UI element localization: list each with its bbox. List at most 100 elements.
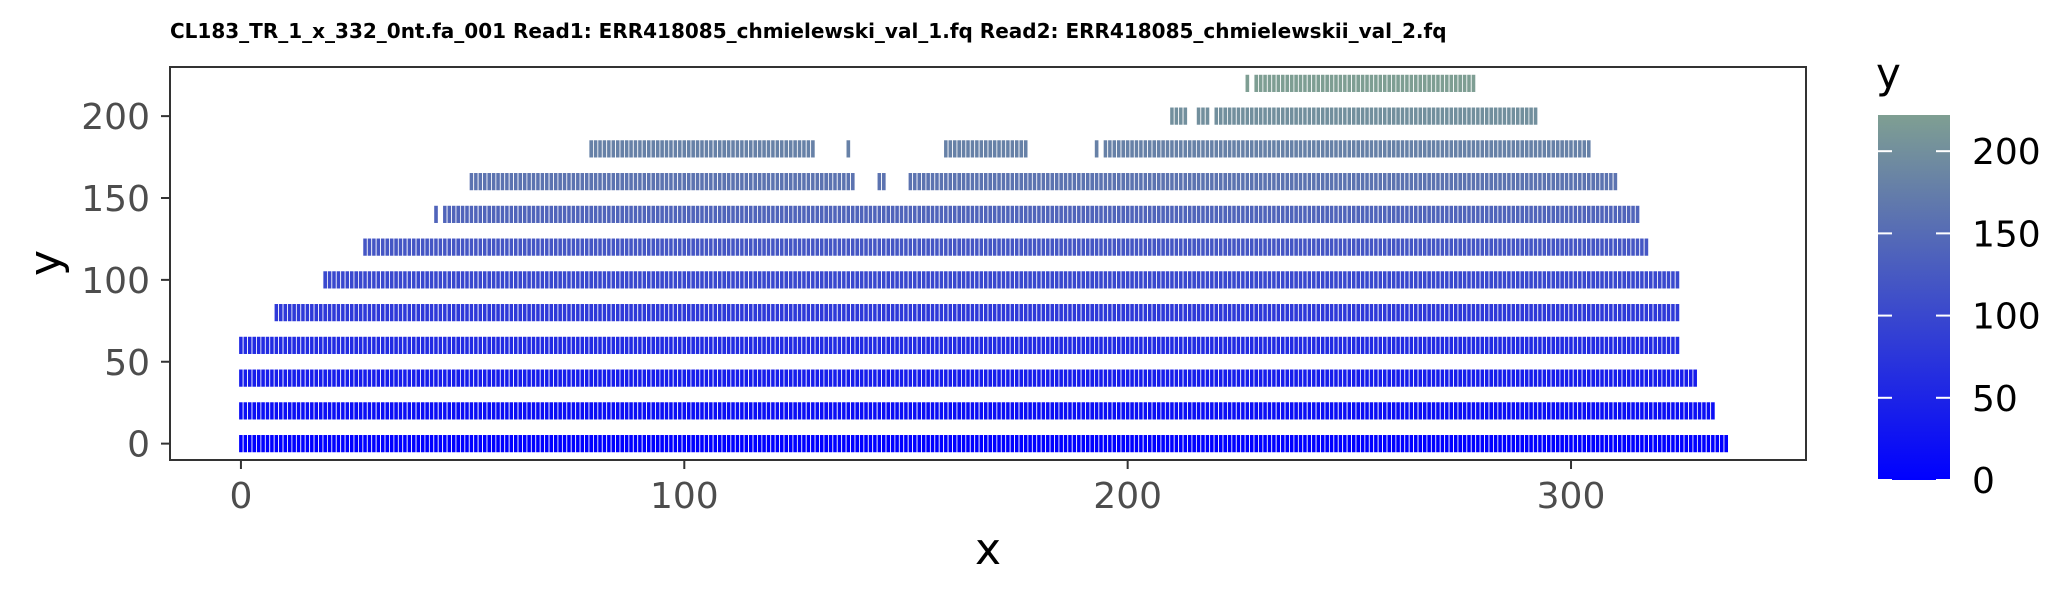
heatmap-tile bbox=[792, 368, 798, 388]
heatmap-tile bbox=[1457, 237, 1463, 257]
heatmap-tile bbox=[1528, 204, 1534, 224]
heatmap-tile bbox=[1630, 303, 1636, 323]
tile-row bbox=[433, 204, 1641, 224]
heatmap-tile bbox=[788, 237, 794, 257]
heatmap-tile bbox=[752, 237, 758, 257]
heatmap-tile bbox=[446, 335, 452, 355]
heatmap-tile bbox=[1568, 139, 1574, 159]
heatmap-tile bbox=[1373, 204, 1379, 224]
heatmap-tile bbox=[1054, 237, 1060, 257]
heatmap-tile bbox=[1559, 237, 1565, 257]
heatmap-tile bbox=[739, 204, 745, 224]
heatmap-tile bbox=[1621, 434, 1627, 454]
heatmap-tile bbox=[1018, 204, 1024, 224]
heatmap-tile bbox=[1630, 237, 1636, 257]
heatmap-tile bbox=[375, 303, 381, 323]
heatmap-tile bbox=[601, 401, 608, 421]
heatmap-tile bbox=[757, 237, 763, 257]
heatmap-tile bbox=[641, 335, 648, 355]
heatmap-tile bbox=[712, 204, 718, 224]
heatmap-tile bbox=[1076, 237, 1082, 257]
heatmap-tile bbox=[366, 368, 373, 388]
heatmap-tile bbox=[1621, 335, 1627, 355]
heatmap-tile bbox=[641, 401, 648, 421]
heatmap-tile bbox=[1519, 172, 1525, 192]
heatmap-tile bbox=[1435, 303, 1441, 323]
heatmap-tile bbox=[1462, 139, 1468, 159]
heatmap-tile bbox=[655, 204, 661, 224]
heatmap-tile bbox=[1023, 270, 1029, 290]
heatmap-tile bbox=[996, 139, 1002, 159]
heatmap-tile bbox=[1448, 139, 1454, 159]
heatmap-tile bbox=[1466, 237, 1472, 257]
heatmap-tile bbox=[1289, 335, 1295, 355]
heatmap-tile bbox=[464, 303, 470, 323]
heatmap-tile bbox=[943, 434, 949, 454]
heatmap-tile bbox=[1639, 335, 1645, 355]
heatmap-tile bbox=[1142, 172, 1149, 192]
heatmap-tile bbox=[526, 204, 532, 224]
heatmap-tile bbox=[708, 368, 714, 388]
heatmap-tile bbox=[845, 204, 851, 224]
heatmap-tile bbox=[455, 401, 461, 421]
heatmap-tile bbox=[650, 401, 656, 421]
heatmap-tile bbox=[442, 335, 448, 355]
heatmap-tile bbox=[451, 368, 457, 388]
heatmap-tile bbox=[996, 401, 1002, 421]
heatmap-tile bbox=[1466, 139, 1472, 159]
heatmap-tile bbox=[1049, 172, 1055, 192]
heatmap-tile bbox=[1426, 335, 1432, 355]
heatmap-tile bbox=[380, 237, 386, 257]
x-tick-label: 100 bbox=[650, 476, 719, 517]
heatmap-tile bbox=[1466, 401, 1472, 421]
heatmap-tile bbox=[1289, 139, 1295, 159]
heatmap-tile bbox=[765, 401, 772, 421]
heatmap-tile bbox=[437, 270, 444, 290]
heatmap-tile bbox=[464, 204, 470, 224]
heatmap-tile bbox=[1098, 237, 1104, 257]
heatmap-tile bbox=[473, 401, 479, 421]
heatmap-tile bbox=[650, 172, 656, 192]
heatmap-tile bbox=[748, 335, 754, 355]
heatmap-tile bbox=[557, 434, 563, 454]
heatmap-tile bbox=[1040, 204, 1047, 224]
heatmap-tile bbox=[1559, 335, 1565, 355]
heatmap-tile bbox=[593, 139, 599, 159]
heatmap-tile bbox=[437, 335, 444, 355]
heatmap-tile bbox=[1125, 172, 1131, 192]
heatmap-tile bbox=[269, 434, 275, 454]
heatmap-tile bbox=[1568, 401, 1574, 421]
heatmap-tile bbox=[499, 204, 506, 224]
heatmap-tile bbox=[1262, 434, 1268, 454]
heatmap-tile bbox=[424, 303, 430, 323]
heatmap-tile bbox=[1413, 368, 1419, 388]
heatmap-tile bbox=[1178, 172, 1184, 192]
heatmap-tile bbox=[796, 368, 803, 388]
heatmap-tile bbox=[1204, 401, 1211, 421]
heatmap-tile bbox=[1630, 204, 1636, 224]
heatmap-tile bbox=[734, 270, 741, 290]
heatmap-tile bbox=[739, 237, 745, 257]
heatmap-tile bbox=[752, 401, 758, 421]
heatmap-tile bbox=[340, 303, 346, 323]
heatmap-tile bbox=[898, 303, 905, 323]
heatmap-tile bbox=[1524, 237, 1530, 257]
heatmap-tile bbox=[428, 368, 435, 388]
heatmap-tile bbox=[1253, 335, 1259, 355]
heatmap-tile bbox=[734, 237, 741, 257]
heatmap-tile bbox=[694, 270, 701, 290]
heatmap-tile bbox=[1200, 335, 1206, 355]
heatmap-tile bbox=[805, 270, 812, 290]
heatmap-tile bbox=[1009, 401, 1015, 421]
heatmap-tile bbox=[1297, 237, 1304, 257]
heatmap-tile bbox=[1271, 270, 1277, 290]
legend-tick-label: 150 bbox=[1972, 214, 2041, 255]
heatmap-tile bbox=[1532, 237, 1539, 257]
heatmap-tile bbox=[615, 434, 621, 454]
heatmap-tile bbox=[1018, 401, 1024, 421]
heatmap-tile bbox=[1160, 401, 1166, 421]
heatmap-tile bbox=[300, 401, 306, 421]
heatmap-tile bbox=[1195, 106, 1202, 126]
heatmap-tile bbox=[1404, 237, 1410, 257]
heatmap-tile bbox=[1391, 335, 1397, 355]
